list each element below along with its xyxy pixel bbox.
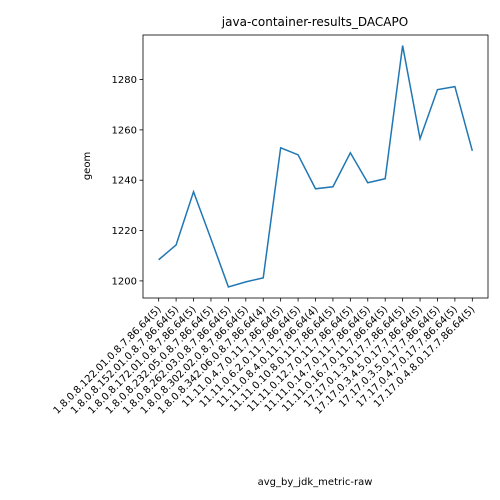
y-tick-label: 1220 [112, 226, 137, 237]
line [158, 45, 474, 288]
y-tick-label: 1280 [112, 75, 137, 86]
chart-title: java-container-results_DACAPO [221, 15, 408, 29]
y-axis-label: geom [82, 152, 93, 180]
y-tick-label: 1260 [112, 125, 137, 136]
y-tick-label: 1240 [112, 176, 137, 187]
y-tick-label: 1200 [112, 276, 137, 287]
plot-frame [142, 34, 489, 299]
x-axis-label: avg_by_jdk_metric-raw [258, 477, 373, 488]
